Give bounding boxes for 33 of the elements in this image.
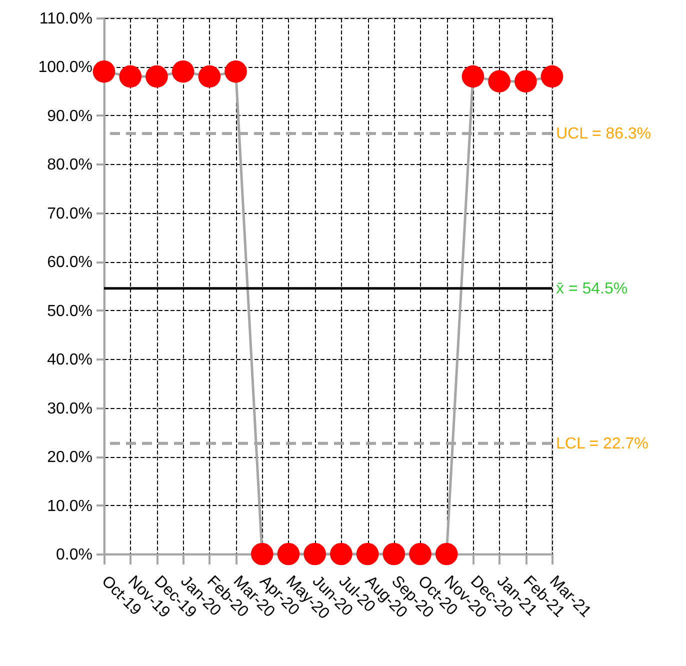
ref-line-label: UCL = 86.3% <box>556 125 652 142</box>
y-tick-label: 80.0% <box>47 156 92 174</box>
point <box>119 65 142 88</box>
y-tick-label: 90.0% <box>47 108 92 125</box>
point <box>172 60 194 83</box>
point <box>435 542 458 566</box>
point <box>250 542 274 566</box>
point <box>382 542 406 566</box>
point <box>277 542 300 566</box>
point <box>356 542 379 566</box>
ref-line-label: LCL = 22.7% <box>556 435 648 452</box>
point <box>224 60 247 83</box>
y-tick-label: 20.0% <box>47 449 92 466</box>
y-tick-label: 70.0% <box>47 205 92 222</box>
point <box>304 542 326 566</box>
y-tick-label: 110.0% <box>39 10 92 28</box>
point <box>92 60 116 83</box>
ref-line-label: x̄ = 54.5% <box>556 280 628 298</box>
point <box>514 70 537 93</box>
y-tick-label: 50.0% <box>47 302 92 320</box>
y-tick-label: 30.0% <box>47 400 92 418</box>
point <box>146 65 168 88</box>
point <box>488 70 510 93</box>
point <box>198 65 221 88</box>
y-tick-label: 60.0% <box>47 254 92 272</box>
y-tick-label: 10.0% <box>47 498 92 515</box>
point <box>462 65 484 88</box>
y-tick-label: 40.0% <box>47 352 92 369</box>
y-tick-label: 100.0% <box>38 59 92 76</box>
point <box>409 542 432 566</box>
point <box>330 542 352 566</box>
point <box>540 65 564 88</box>
y-tick-label: 0.0% <box>56 546 92 564</box>
